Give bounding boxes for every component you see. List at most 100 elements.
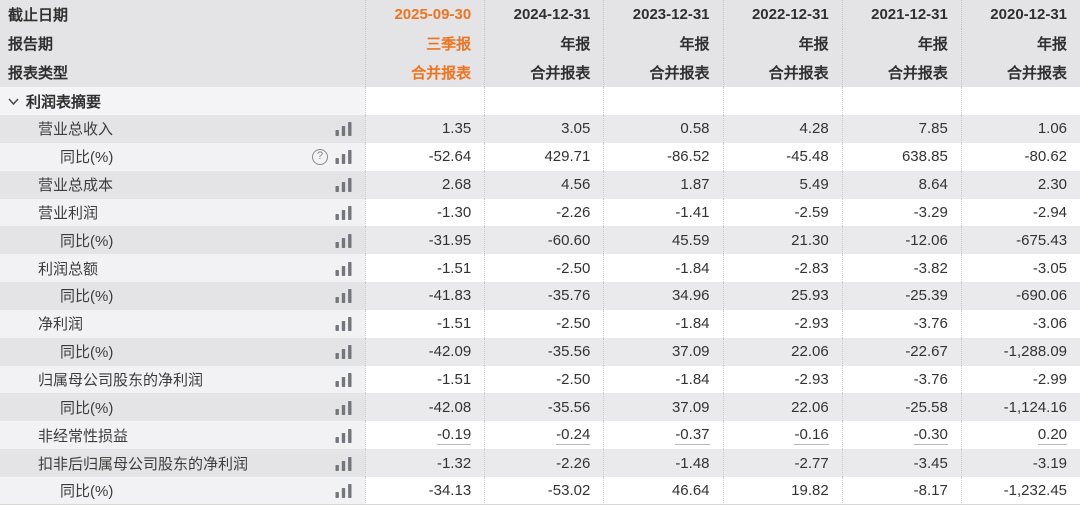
- header-row-label: 截止日期: [0, 0, 365, 29]
- value-cell[interactable]: 0.20: [960, 421, 1080, 450]
- value-cell: -42.09: [365, 337, 485, 366]
- section-empty-cell: [960, 87, 1080, 115]
- header-row-period: 报告期 三季报 年报 年报 年报 年报 年报: [0, 29, 1080, 58]
- value-text: 0.58: [680, 120, 710, 138]
- column-header-cell: 合并报表: [722, 58, 842, 87]
- value-text: 8.64: [918, 176, 948, 194]
- bar-chart-icon[interactable]: [335, 428, 353, 443]
- column-header-cell: 年报: [722, 29, 842, 58]
- chevron-down-icon[interactable]: [7, 95, 20, 108]
- bar-chart-icon[interactable]: [335, 372, 353, 388]
- bar-chart-icon[interactable]: [335, 344, 353, 360]
- value-cell: 4.56: [484, 170, 604, 199]
- row-label: 同比(%): [60, 399, 114, 417]
- value-cell: -3.19: [960, 449, 1080, 477]
- value-text: 2.30: [1037, 176, 1068, 194]
- help-icon[interactable]: ?: [312, 148, 328, 165]
- section-label-cell[interactable]: 利润表摘要: [0, 87, 365, 115]
- value-cell[interactable]: -0.19: [365, 421, 485, 450]
- value-cell: 2.30: [960, 170, 1080, 199]
- value-cell[interactable]: -0.37: [603, 421, 723, 450]
- value-cell[interactable]: -0.16: [722, 421, 842, 450]
- value-text: -3.82: [913, 259, 948, 277]
- row-label-cell: 同比(%): [0, 226, 365, 255]
- value-cell: 4.28: [722, 115, 842, 143]
- row-label-cell: 同比(%): [0, 476, 365, 504]
- value-text: 1.87: [680, 176, 710, 194]
- value-text: -35.56: [547, 398, 591, 416]
- value-text: -52.64: [428, 148, 472, 166]
- bar-chart-icon[interactable]: [335, 288, 353, 304]
- value-cell: -2.50: [484, 309, 604, 338]
- column-header-cell: 合并报表: [960, 58, 1080, 87]
- bar-chart-icon[interactable]: [335, 121, 353, 137]
- value-cell: -3.76: [841, 309, 961, 338]
- value-cell[interactable]: -0.24: [484, 421, 604, 450]
- value-cell: -2.26: [484, 198, 604, 227]
- value-text: 429.71: [544, 148, 591, 166]
- value-cell: -53.02: [484, 476, 604, 504]
- section-title: 利润表摘要: [26, 93, 102, 111]
- column-header-cell: 合并报表: [365, 58, 485, 87]
- value-cell: -1,232.45: [960, 476, 1080, 504]
- value-text: 1.06: [1037, 120, 1068, 138]
- value-text: -41.83: [428, 287, 472, 305]
- value-cell: -1.84: [603, 365, 723, 394]
- value-text: -2.99: [1032, 371, 1068, 389]
- bar-chart-icon[interactable]: [335, 233, 353, 248]
- column-header-cell: 2020-12-31: [960, 0, 1080, 29]
- column-header-cell: 三季报: [365, 29, 485, 58]
- value-text: -2.77: [794, 454, 829, 472]
- value-cell: 2.68: [365, 170, 485, 199]
- table-row: 同比(%) -31.95 -60.60 45.59 21.30 -12.06 -675.43: [0, 226, 1080, 255]
- value-cell: 45.59: [603, 226, 723, 255]
- row-label: 归属母公司股东的净利润: [38, 372, 204, 390]
- value-text: 1.35: [441, 120, 472, 138]
- value-cell: -2.93: [722, 309, 842, 338]
- value-cell: 21.30: [722, 226, 842, 255]
- value-cell[interactable]: -0.30: [841, 421, 961, 450]
- value-cell: -3.29: [841, 198, 961, 227]
- row-label: 同比(%): [60, 149, 114, 167]
- bar-chart-icon[interactable]: [335, 400, 353, 415]
- header-row-date: 截止日期 2025-09-30 2024-12-31 2023-12-31 2022-1…: [0, 0, 1080, 29]
- bar-chart-icon[interactable]: [335, 177, 353, 193]
- value-text: -8.17: [913, 482, 948, 500]
- row-label: 同比(%): [60, 344, 114, 362]
- value-cell: -80.62: [960, 142, 1080, 171]
- value-text: -1.30: [436, 203, 472, 221]
- value-cell: -1.51: [365, 254, 485, 283]
- value-text: -0.30: [913, 425, 948, 445]
- row-icons: [335, 121, 353, 137]
- row-icons: [335, 233, 353, 248]
- bar-chart-icon[interactable]: [335, 149, 353, 165]
- value-text: -42.09: [428, 343, 472, 361]
- value-text: 37.09: [671, 343, 710, 361]
- row-label: 扣非后归属母公司股东的净利润: [38, 455, 249, 473]
- value-text: 45.59: [671, 231, 710, 249]
- value-cell: 3.05: [484, 115, 604, 143]
- value-cell: -1.48: [603, 449, 723, 477]
- value-text: 22.06: [791, 398, 829, 416]
- column-header-cell: 合并报表: [841, 58, 961, 87]
- value-cell: 22.06: [722, 393, 842, 422]
- value-cell: -41.83: [365, 282, 485, 310]
- bar-chart-icon[interactable]: [335, 316, 353, 332]
- bar-chart-icon[interactable]: [335, 483, 353, 499]
- value-cell: 1.87: [603, 170, 723, 199]
- column-header-cell: 合并报表: [603, 58, 723, 87]
- row-label: 同比(%): [60, 232, 114, 250]
- section-row-income-statement[interactable]: 利润表摘要: [0, 87, 1080, 115]
- row-label-cell: 利润总额: [0, 254, 365, 283]
- value-cell: -675.43: [960, 226, 1080, 255]
- bar-chart-icon[interactable]: [335, 456, 353, 471]
- value-cell: -1.51: [365, 365, 485, 394]
- value-text: 7.85: [918, 120, 948, 138]
- value-text: -2.26: [556, 203, 591, 221]
- bar-chart-icon[interactable]: [335, 205, 353, 220]
- value-text: -2.93: [794, 315, 829, 333]
- bar-chart-icon[interactable]: [335, 261, 353, 276]
- row-icons: [335, 483, 353, 499]
- value-cell: -2.26: [484, 449, 604, 477]
